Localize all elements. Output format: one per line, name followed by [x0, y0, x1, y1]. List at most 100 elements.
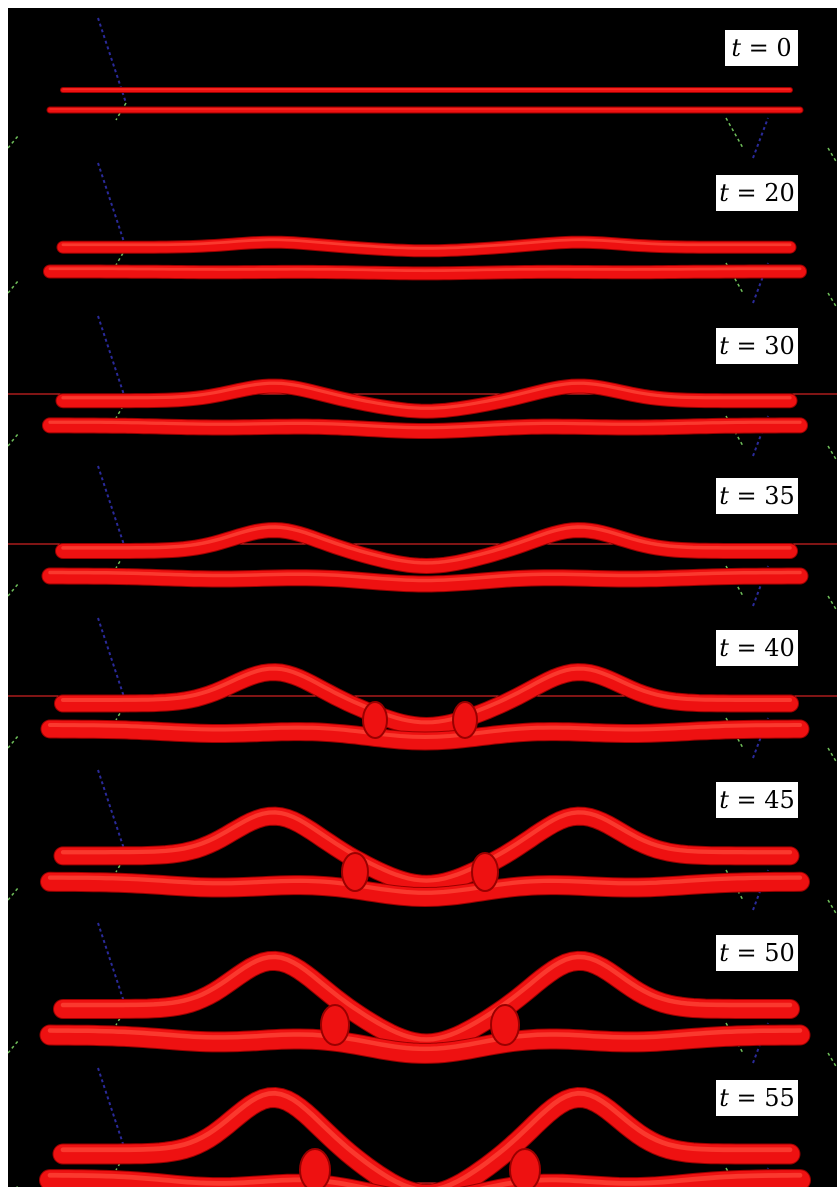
time-label-text: t = 45 — [719, 786, 795, 814]
axis-guide-blue — [752, 117, 769, 159]
equals-sign: = — [729, 634, 764, 662]
axis-guide-blue — [752, 415, 769, 457]
time-label-7: t = 55 — [716, 1080, 798, 1116]
axis-guide-green — [827, 1052, 837, 1069]
axis-guide-green — [827, 899, 837, 916]
back-flux-tube — [53, 1087, 800, 1187]
axis-guide-green — [8, 280, 19, 294]
reconnection-knot — [320, 1004, 350, 1046]
panel-5-tubes — [40, 806, 810, 908]
front-flux-tube-highlight — [47, 1172, 803, 1187]
back-flux-tube — [54, 807, 799, 893]
panel-6-tubes — [39, 950, 811, 1064]
panel-1-tubes — [43, 235, 807, 281]
time-variable: t — [731, 34, 741, 62]
front-flux-tube-highlight — [47, 1028, 803, 1052]
time-label-text: t = 40 — [719, 634, 795, 662]
back-flux-tube-highlight — [60, 1090, 793, 1187]
front-flux-tube-highlight — [48, 570, 802, 583]
time-label-box — [716, 935, 798, 971]
axis-guide-green — [827, 747, 837, 764]
figure-canvas: t = 0t = 20t = 30t = 35t = 40t = 45t = 5… — [8, 17, 837, 1187]
reconnection-knot — [471, 852, 499, 892]
back-flux-tube-highlight — [61, 381, 792, 410]
axis-guide-blue — [752, 717, 769, 759]
front-flux-tube — [42, 568, 808, 592]
time-value: 40 — [764, 634, 795, 662]
time-label-box — [716, 1080, 798, 1116]
time-variable: t — [719, 179, 729, 207]
axis-guide-blue — [97, 465, 127, 552]
time-label-box — [725, 30, 798, 66]
front-flux-tube — [40, 1025, 810, 1063]
axis-guide-green — [8, 1040, 19, 1054]
time-label-box — [716, 782, 798, 818]
time-label-text: t = 35 — [719, 482, 795, 510]
axis-guide-blue — [97, 617, 127, 704]
time-variable: t — [719, 786, 729, 814]
front-flux-tube-highlight — [47, 875, 803, 895]
time-label-text: t = 20 — [719, 179, 795, 207]
time-label-3: t = 35 — [716, 478, 798, 514]
front-flux-tube — [43, 418, 807, 438]
axis-guide-blue — [752, 1022, 769, 1064]
axis-guide-green — [8, 433, 19, 447]
time-label-6: t = 50 — [716, 935, 798, 971]
back-flux-tube — [56, 523, 797, 574]
front-flux-tube — [41, 720, 809, 750]
time-label-text: t = 0 — [731, 34, 791, 62]
time-label-2: t = 30 — [716, 328, 798, 364]
panel-3-tubes — [8, 522, 837, 593]
time-variable: t — [719, 634, 729, 662]
panel-0-tubes — [46, 87, 804, 114]
time-label-box — [716, 478, 798, 514]
back-flux-tube — [56, 379, 797, 418]
time-label-box — [716, 175, 798, 211]
time-value: 55 — [764, 1084, 795, 1112]
equals-sign: = — [729, 786, 764, 814]
time-value: 45 — [764, 786, 795, 814]
time-label-box — [716, 630, 798, 666]
equals-sign: = — [729, 939, 764, 967]
back-flux-tube-highlight — [61, 525, 792, 565]
axes-layer — [8, 17, 837, 1187]
time-value: 35 — [764, 482, 795, 510]
flux-tubes-layer — [8, 87, 837, 1187]
front-flux-tube — [40, 1170, 810, 1187]
axis-guide-blue — [97, 922, 127, 1009]
axis-guide-blue — [752, 262, 769, 304]
time-value: 0 — [776, 34, 791, 62]
axis-guide-blue — [97, 315, 127, 402]
time-label-text: t = 55 — [719, 1084, 795, 1112]
reconnection-knot — [341, 852, 369, 892]
back-flux-tube-highlight — [61, 238, 792, 250]
equals-sign: = — [729, 482, 764, 510]
time-value: 50 — [764, 939, 795, 967]
back-flux-tube — [55, 664, 798, 735]
panel-2-tubes — [8, 378, 837, 439]
time-variable: t — [719, 1084, 729, 1112]
panel-4-tubes — [8, 663, 837, 751]
reconnection-knot — [299, 1148, 331, 1187]
axis-guide-blue — [97, 769, 127, 856]
time-label-0: t = 0 — [725, 30, 798, 66]
back-flux-tube-highlight — [60, 810, 793, 883]
axis-guide-blue — [97, 162, 127, 249]
front-flux-tube-highlight — [48, 420, 802, 430]
front-flux-tube — [41, 872, 809, 907]
reconnection-knot — [490, 1004, 520, 1046]
time-label-4: t = 40 — [716, 630, 798, 666]
time-value: 30 — [764, 332, 795, 360]
time-label-5: t = 45 — [716, 782, 798, 818]
time-label-box — [716, 328, 798, 364]
time-label-text: t = 30 — [719, 332, 795, 360]
front-flux-tube-highlight — [48, 723, 802, 740]
time-value: 20 — [764, 179, 795, 207]
axis-guide-green — [827, 595, 837, 612]
axis-guide-blue — [752, 869, 769, 911]
back-flux-tube-highlight — [61, 666, 792, 725]
equals-sign: = — [729, 332, 764, 360]
front-flux-tube-highlight — [48, 267, 802, 273]
panel-7-tubes — [39, 1086, 811, 1187]
